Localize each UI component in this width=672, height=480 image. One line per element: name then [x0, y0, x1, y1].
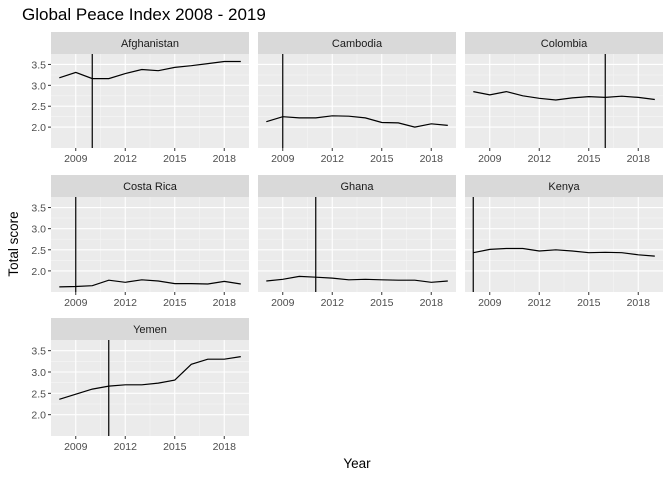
- series-line-kenya: [473, 247, 655, 257]
- x-tick-label: 2009: [478, 153, 502, 165]
- y-tick-label: 3.0: [31, 367, 46, 379]
- y-tick-label: 2.5: [31, 388, 46, 400]
- strip-label-afghanistan: Afghanistan: [121, 38, 179, 50]
- y-tick-label: 2.0: [31, 122, 46, 134]
- x-tick-label: 2009: [64, 297, 88, 309]
- series-line-ghana: [266, 275, 448, 283]
- x-axis-title: Year: [343, 456, 371, 471]
- x-tick-label: 2015: [163, 153, 187, 165]
- panel-kenya: Kenya 2009 2012 2015 2018: [465, 175, 663, 309]
- x-tick-label: 2015: [163, 441, 187, 453]
- y-tick-label: 2.0: [31, 266, 46, 278]
- x-tick-label: 2015: [370, 297, 394, 309]
- strip-cambodia: [258, 32, 456, 54]
- strip-yemen: [51, 318, 249, 340]
- y-tick-label: 3.5: [31, 59, 46, 71]
- panel-cambodia: Cambodia 2009 2012 2015 2018: [258, 32, 456, 165]
- strip-label-cambodia: Cambodia: [332, 38, 383, 50]
- x-tick-label: 2015: [370, 153, 394, 165]
- strip-colombia: [465, 32, 663, 54]
- x-tick-label: 2012: [114, 441, 138, 453]
- strip-ghana: [258, 175, 456, 197]
- x-tick-label: 2012: [321, 297, 345, 309]
- strip-label-yemen: Yemen: [133, 324, 167, 336]
- series-line-afghanistan: [59, 60, 241, 80]
- x-tick-label: 2018: [213, 153, 237, 165]
- x-tick-label: 2015: [577, 153, 601, 165]
- x-tick-label: 2015: [163, 297, 187, 309]
- panel-costa-rica: Costa Rica 2009 2012 2015 2018 2.0 2.5 3.0 3.5: [31, 175, 249, 309]
- x-tick-label: 2012: [528, 153, 552, 165]
- x-tick-label: 2018: [627, 297, 651, 309]
- series-line-colombia: [473, 90, 655, 101]
- x-tick-label: 2018: [627, 153, 651, 165]
- series-line-cambodia: [266, 115, 448, 128]
- series-line-yemen: [59, 356, 241, 400]
- strip-label-kenya: Kenya: [548, 181, 580, 193]
- x-tick-label: 2009: [64, 153, 88, 165]
- y-tick-label: 3.5: [31, 346, 46, 358]
- strip-label-ghana: Ghana: [340, 181, 374, 193]
- y-tick-label: 3.0: [31, 224, 46, 236]
- panel-yemen: Yemen 2009 2012 2015 2018 2.0 2.5 3.0 3.5: [31, 318, 249, 453]
- strip-kenya: [465, 175, 663, 197]
- y-tick-label: 3.0: [31, 80, 46, 92]
- x-tick-label: 2012: [528, 297, 552, 309]
- x-tick-label: 2018: [213, 297, 237, 309]
- y-tick-label: 2.5: [31, 101, 46, 113]
- x-tick-label: 2018: [420, 153, 444, 165]
- x-tick-label: 2015: [577, 297, 601, 309]
- x-tick-label: 2009: [478, 297, 502, 309]
- x-tick-label: 2009: [64, 441, 88, 453]
- chart-title: Global Peace Index 2008 - 2019: [22, 5, 266, 24]
- x-tick-label: 2012: [114, 297, 138, 309]
- y-tick-label: 2.5: [31, 245, 46, 257]
- x-tick-label: 2009: [271, 153, 295, 165]
- panel-ghana: Ghana 2009 2012 2015 2018: [258, 175, 456, 309]
- y-axis-title: Total score: [6, 211, 21, 276]
- x-tick-label: 2009: [271, 297, 295, 309]
- x-tick-label: 2018: [420, 297, 444, 309]
- y-tick-label: 3.5: [31, 203, 46, 215]
- panel-afghanistan: Afghanistan 2009 2012 2015 2018 2.0 2.5 3.0 3.5: [31, 32, 249, 165]
- strip-afghanistan: [51, 32, 249, 54]
- strip-label-colombia: Colombia: [541, 38, 588, 50]
- panel-colombia: Colombia 2009 2012 2015 2018: [465, 32, 663, 165]
- series-line-costa-rica: [59, 279, 241, 288]
- x-tick-label: 2018: [213, 441, 237, 453]
- strip-costa-rica: [51, 175, 249, 197]
- y-tick-label: 2.0: [31, 410, 46, 422]
- strip-label-costa-rica: Costa Rica: [123, 181, 178, 193]
- x-tick-label: 2012: [321, 153, 345, 165]
- x-tick-label: 2012: [114, 153, 138, 165]
